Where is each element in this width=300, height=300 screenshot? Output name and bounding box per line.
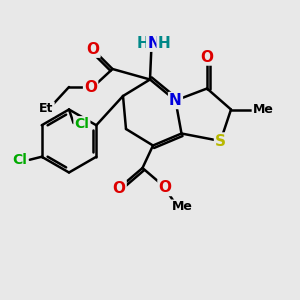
Text: Me: Me <box>253 103 274 116</box>
Text: N: N <box>169 93 182 108</box>
Text: O: O <box>86 42 100 57</box>
Text: N: N <box>147 36 160 51</box>
Text: Cl: Cl <box>12 153 27 167</box>
Text: O: O <box>112 181 126 196</box>
Text: O: O <box>158 180 172 195</box>
Text: Me: Me <box>172 200 193 214</box>
Text: Cl: Cl <box>74 117 89 131</box>
Text: S: S <box>215 134 226 148</box>
Text: H: H <box>158 36 170 51</box>
Text: O: O <box>200 50 214 64</box>
Text: H: H <box>137 36 149 51</box>
Text: O: O <box>84 80 97 95</box>
Text: Et: Et <box>39 102 54 116</box>
